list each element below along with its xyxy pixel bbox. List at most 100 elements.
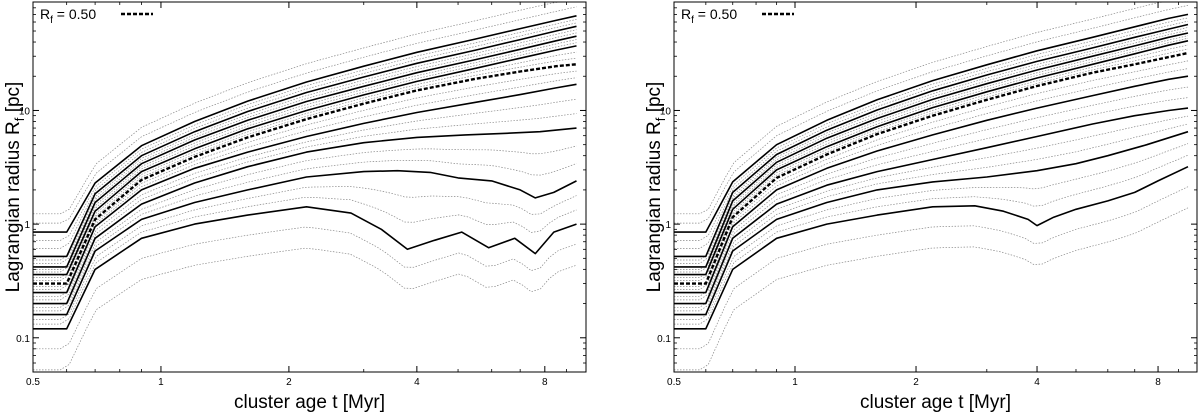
dotted-line	[33, 39, 577, 270]
y-axis-label-sub: f	[653, 117, 668, 121]
solid-series-line-3	[33, 83, 577, 294]
solid-series-line-7	[33, 15, 577, 233]
dashed-series-line	[674, 51, 1189, 285]
dotted-line	[674, 27, 1189, 261]
solid-series-line-2	[674, 107, 1189, 305]
dotted-line	[674, 5, 1189, 224]
x-axis-label: cluster age t [Myr]	[860, 392, 1011, 413]
dotted-line	[674, 1, 1188, 215]
dotted-line	[33, 51, 577, 278]
x-tick-label: 8	[542, 377, 548, 388]
legend-label-value: = 0.50	[53, 6, 96, 22]
solid-series-line-7	[674, 13, 1189, 233]
x-tick-label: 0.5	[26, 377, 40, 388]
y-axis-label-unit: [pc]	[644, 82, 665, 118]
solid-series-line-1	[674, 130, 1189, 316]
x-tick-label: 1	[792, 377, 798, 388]
solid-series-line-6	[674, 23, 1189, 258]
x-axis-label: cluster age t [Myr]	[234, 392, 385, 413]
dotted-line	[33, 160, 577, 312]
dotted-line	[674, 97, 1189, 301]
dotted-line	[674, 186, 1189, 350]
dotted-line	[33, 29, 577, 261]
dotted-line	[33, 22, 577, 249]
axis-ticks	[32, 1, 586, 373]
dotted-background-lines	[33, 1, 577, 371]
dotted-line	[674, 86, 1189, 297]
legend-label-main: R	[681, 6, 691, 22]
y-tick-label: 10	[19, 106, 31, 117]
legend-label-main: R	[40, 6, 50, 22]
y-axis-label: Lagrangian radius Rf [pc]	[644, 82, 668, 293]
x-tick-label: 2	[286, 377, 292, 388]
dotted-line	[674, 207, 1189, 371]
y-tick-label: 1	[24, 220, 30, 231]
dotted-line	[674, 35, 1189, 270]
solid-series-line-1	[33, 169, 577, 316]
dotted-line	[33, 6, 577, 224]
legend: Rf = 0.50	[40, 6, 153, 26]
dotted-line	[674, 48, 1189, 281]
y-tick-label: 0.1	[657, 334, 671, 345]
dotted-line	[674, 37, 1189, 273]
dotted-line	[33, 145, 577, 308]
x-tick-label: 0.5	[667, 377, 681, 388]
solid-series-line-4	[33, 45, 577, 276]
solid-series-line-0	[674, 165, 1189, 330]
solid-series-line-2	[33, 127, 577, 305]
dotted-line	[674, 68, 1189, 290]
solid-series-line-5	[33, 35, 577, 268]
y-tick-label: 0.1	[16, 334, 30, 345]
y-tick-label: 1	[665, 220, 671, 231]
dotted-line	[33, 1, 577, 215]
legend: Rf = 0.50	[681, 6, 794, 26]
solid-series-line-0	[33, 206, 577, 330]
dotted-line	[33, 113, 577, 301]
right-chart-panel: 0.5 1 2 4 8 0.1 1 10 cluster age t [Myr] Lagrangi…	[644, 1, 1198, 413]
y-axis-label-main: Lagrangian radius R	[3, 121, 24, 292]
dotted-line	[33, 42, 577, 273]
solid-series-line-3	[674, 75, 1189, 294]
dotted-line	[674, 17, 1189, 241]
dotted-line	[674, 44, 1189, 278]
dotted-line	[674, 123, 1189, 312]
dotted-line	[674, 115, 1189, 308]
y-axis-label-main: Lagrangian radius R	[644, 121, 665, 292]
solid-series-line-4	[674, 40, 1189, 276]
y-axis-label: Lagrangian radius Rf [pc]	[3, 82, 27, 293]
axis-ticks	[673, 1, 1197, 373]
legend-label: Rf = 0.50	[681, 6, 737, 26]
dotted-line	[674, 29, 1189, 264]
solid-series-line-5	[674, 32, 1189, 268]
dotted-line	[33, 57, 577, 281]
dotted-line	[674, 143, 1189, 320]
x-tick-label: 1	[158, 377, 164, 388]
dashed-series-line	[33, 63, 577, 285]
dotted-line	[33, 32, 577, 264]
dotted-line	[33, 247, 577, 371]
dotted-line	[33, 77, 577, 290]
dotted-line	[33, 98, 577, 297]
legend-label-sub: f	[50, 15, 53, 26]
dotted-line	[33, 196, 577, 325]
legend-label-sub: f	[691, 15, 694, 26]
x-tick-label: 4	[414, 377, 420, 388]
dotted-background-lines	[674, 1, 1189, 371]
dotted-line	[674, 60, 1189, 287]
dotted-line	[674, 154, 1189, 325]
legend-label: Rf = 0.50	[40, 6, 96, 26]
plot-frame	[32, 1, 587, 373]
x-tick-label: 2	[913, 377, 919, 388]
solid-series-line-6	[33, 25, 577, 258]
x-tick-label: 4	[1034, 377, 1040, 388]
dotted-line	[33, 19, 577, 241]
left-chart-panel: 0.5 1 2 4 8 0.1 1 10 cluster age t [Myr] Lagrangi…	[3, 1, 587, 413]
legend-label-value: = 0.50	[694, 6, 737, 22]
plot-frame	[673, 1, 1198, 373]
y-tick-label: 10	[660, 106, 672, 117]
dotted-line	[33, 226, 577, 350]
y-axis-label-unit: [pc]	[3, 82, 24, 118]
x-tick-label: 8	[1155, 377, 1161, 388]
dotted-line	[33, 70, 577, 287]
